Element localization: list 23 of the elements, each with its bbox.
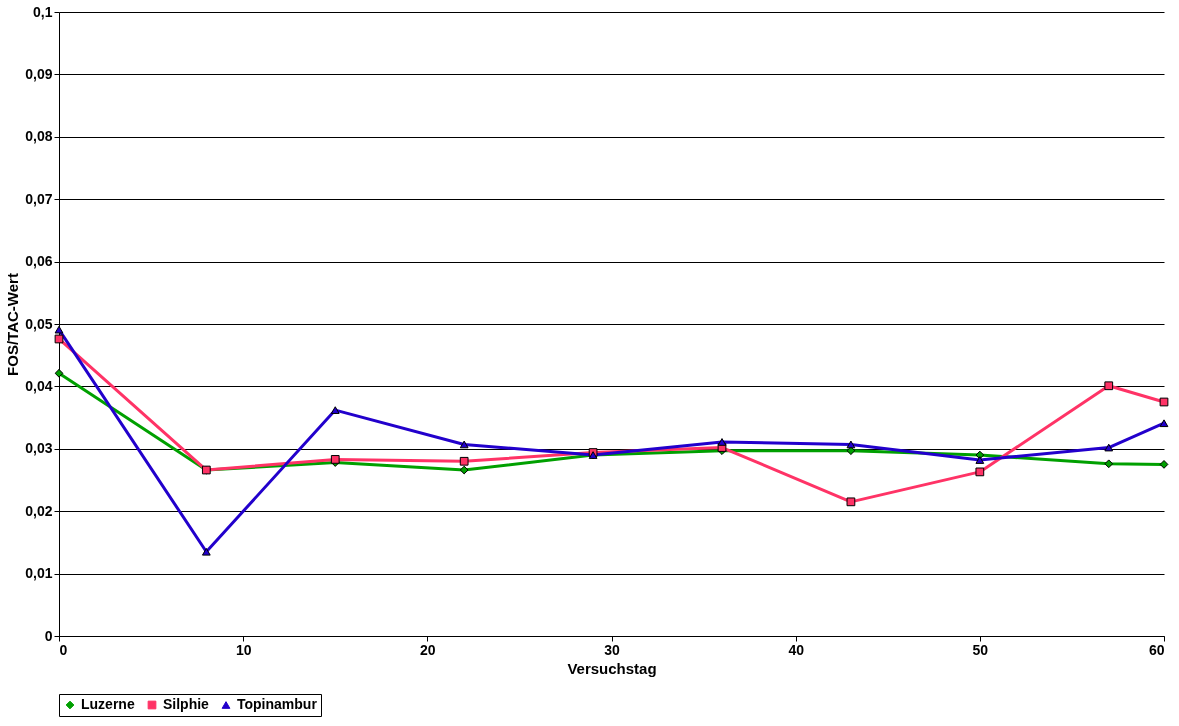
legend-label: Topinambur [237,696,318,712]
y-tick-label: 0,07 [25,190,53,207]
y-tick-label: 0,04 [25,377,53,394]
y-tick-label: 0,06 [25,253,53,270]
x-tick-label: 0 [59,641,68,658]
y-axis-title: FOS/TAC-Wert [4,273,22,376]
x-tick-label: 10 [235,641,252,658]
x-tick-label: 20 [420,641,436,658]
y-tick-label: 0,02 [25,502,53,519]
x-tick-label: 30 [604,641,620,658]
x-tick-label: 40 [788,641,805,658]
y-tick-label: 0,03 [25,440,53,457]
y-tick-label: 0,01 [25,565,53,582]
x-tick-label: 50 [972,641,989,658]
legend-label: Luzerne [81,696,135,712]
x-axis-title: Versuchstag [567,659,657,677]
y-tick-label: 0,09 [25,65,53,82]
y-tick-label: 0,05 [25,315,53,332]
y-tick-label: 0,1 [33,3,53,20]
y-tick-label: 0,08 [25,128,53,145]
x-tick-label: 60 [1148,641,1165,658]
y-tick-label: 0 [44,627,53,644]
legend-label: Silphie [163,696,210,712]
